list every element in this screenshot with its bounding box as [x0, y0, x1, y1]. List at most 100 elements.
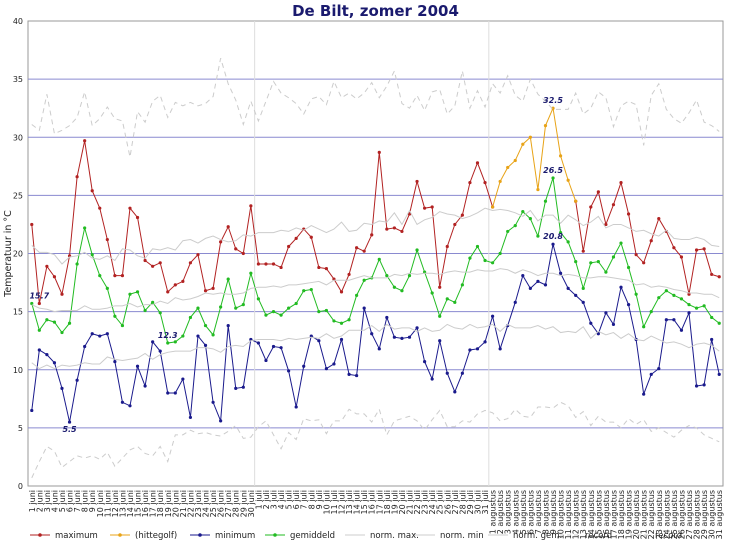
data-point-3 [672, 293, 676, 297]
data-point-3 [151, 300, 155, 304]
data-point-2 [264, 358, 268, 363]
data-point-0 [339, 290, 344, 294]
series-line-3 [31, 177, 720, 344]
data-point-2 [679, 328, 684, 332]
data-point-1 [574, 199, 578, 203]
data-point-0 [611, 203, 616, 207]
data-point-2 [566, 286, 570, 290]
data-point-2 [181, 377, 185, 381]
x-tick-label: 29 augustus [700, 490, 709, 539]
data-point-2 [475, 347, 480, 351]
legend-marker [38, 533, 42, 537]
data-point-0 [203, 289, 208, 293]
data-point-3 [317, 310, 321, 314]
data-point-3 [468, 256, 472, 260]
data-point-3 [626, 265, 631, 270]
y-tick-label: 0 [18, 482, 23, 491]
data-point-3 [203, 323, 208, 328]
data-point-0 [271, 262, 276, 266]
data-point-3 [430, 291, 434, 295]
x-tick-label: 3 juli [270, 490, 279, 509]
x-tick-label: 2 augustus [496, 490, 505, 534]
x-tick-label: 28 juni [232, 490, 241, 517]
y-tick-label: 25 [13, 191, 23, 200]
legend-marker [118, 533, 122, 537]
data-point-0 [460, 213, 464, 217]
data-point-2 [256, 341, 261, 345]
x-tick-label: 9 juli [315, 490, 324, 509]
x-tick-label: 15 juni [134, 490, 143, 517]
data-point-2 [415, 326, 419, 330]
data-point-3 [309, 287, 313, 292]
x-tick-label: 30 juni [247, 490, 256, 517]
x-tick-label: 28 augustus [693, 490, 702, 539]
x-tick-label: 26 juni [217, 490, 226, 517]
data-point-0 [30, 222, 34, 227]
data-point-2 [490, 314, 495, 318]
data-point-3 [566, 240, 570, 244]
x-tick-label: 17 juli [375, 490, 384, 514]
x-tick-label: 8 juli [307, 490, 316, 509]
y-tick-label: 35 [13, 75, 23, 84]
data-point-0 [52, 275, 57, 279]
x-tick-label: 18 juni [156, 490, 165, 517]
data-point-2 [90, 332, 94, 336]
data-point-2 [702, 383, 706, 387]
x-tick-label: 6 augustus [526, 490, 535, 534]
series-line-4 [31, 207, 720, 265]
data-point-3 [52, 320, 57, 324]
data-point-0 [264, 262, 268, 266]
x-tick-label: 5 juli [285, 490, 294, 509]
data-point-2 [657, 366, 661, 371]
data-point-3 [173, 340, 177, 344]
data-point-0 [98, 206, 102, 210]
series-line-8 [31, 401, 720, 479]
x-tick-label: 17 augustus [609, 490, 618, 539]
x-tick-label: 14 juli [353, 490, 362, 514]
x-tick-label: 31 augustus [715, 490, 724, 539]
data-point-2 [664, 318, 668, 322]
data-point-3 [339, 321, 344, 325]
data-point-3 [717, 321, 721, 325]
data-point-3 [105, 286, 109, 290]
data-point-3 [271, 310, 276, 314]
data-point-0 [279, 265, 283, 270]
data-point-3 [710, 315, 714, 320]
x-tick-label: 26 juli [443, 490, 452, 514]
x-tick-label: 21 augustus [640, 490, 649, 539]
x-tick-label: 9 augustus [549, 490, 558, 534]
data-point-3 [67, 321, 72, 325]
x-tick-label: 5 juni [58, 490, 67, 512]
legend-label: minimum [215, 531, 255, 541]
data-point-3 [355, 293, 359, 297]
data-point-3 [642, 325, 646, 329]
data-point-0 [453, 222, 457, 227]
data-point-2 [377, 347, 381, 351]
data-point-1 [551, 106, 555, 110]
legend-label: maximum [55, 531, 98, 541]
data-point-0 [173, 283, 177, 287]
data-point-3 [90, 253, 94, 257]
data-point-2 [83, 344, 87, 349]
x-tick-label: 19 augustus [625, 490, 634, 539]
x-tick-label: 11 juli [330, 490, 339, 514]
data-point-0 [196, 253, 200, 257]
x-tick-label: 11 augustus [564, 490, 573, 539]
data-point-2 [128, 404, 132, 408]
data-point-3 [226, 277, 230, 281]
data-point-0 [468, 180, 472, 185]
x-tick-label: 3 juni [43, 490, 52, 512]
data-point-3 [143, 308, 147, 313]
data-point-0 [362, 249, 366, 253]
data-point-2 [430, 377, 434, 381]
data-point-2 [392, 335, 396, 339]
x-tick-label: 10 juni [96, 490, 105, 517]
data-point-2 [445, 371, 449, 375]
data-point-0 [710, 272, 714, 277]
x-tick-label: 23 juni [194, 490, 203, 517]
y-tick-label: 40 [13, 17, 23, 26]
x-tick-label: 18 augustus [617, 490, 626, 539]
x-tick-label: 14 juni [126, 490, 135, 517]
data-point-0 [181, 279, 185, 283]
data-point-2 [67, 420, 72, 424]
